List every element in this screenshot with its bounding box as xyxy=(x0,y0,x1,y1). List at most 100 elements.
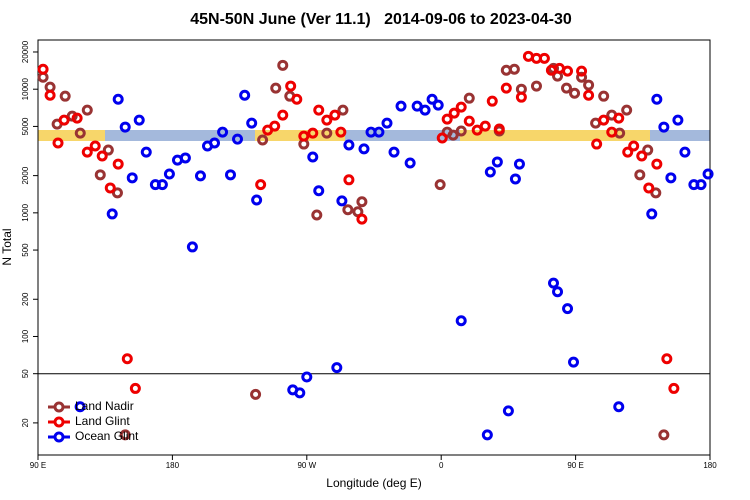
y-axis-label: N Total xyxy=(0,228,14,265)
band-segment xyxy=(105,130,255,141)
point xyxy=(562,303,574,315)
point xyxy=(646,208,658,220)
legend-marker xyxy=(53,431,65,443)
point xyxy=(547,277,559,289)
point xyxy=(291,93,303,105)
point xyxy=(613,112,625,124)
point xyxy=(277,59,289,71)
legend-marker xyxy=(53,401,65,413)
point xyxy=(163,168,175,180)
point xyxy=(569,87,581,99)
point xyxy=(194,170,206,182)
point xyxy=(74,401,86,413)
point xyxy=(621,104,633,116)
point xyxy=(502,405,514,417)
point xyxy=(94,169,106,181)
point xyxy=(455,315,467,327)
point xyxy=(576,71,588,83)
point xyxy=(598,90,610,102)
legend-label: Ocean Glint xyxy=(75,429,139,443)
point xyxy=(651,158,663,170)
point xyxy=(331,362,343,374)
series xyxy=(37,59,670,441)
chart-title: 45N-50N June (Ver 11.1) 2014-09-06 to 20… xyxy=(190,11,572,28)
point xyxy=(479,120,491,132)
y-tick-label: 1000 xyxy=(21,203,30,221)
point xyxy=(71,112,83,124)
point xyxy=(81,146,93,158)
point xyxy=(329,109,341,121)
y-tick-label: 5000 xyxy=(21,117,30,135)
point xyxy=(381,117,393,129)
point xyxy=(651,93,663,105)
legend-label: Land Glint xyxy=(75,414,130,428)
y-tick-label: 100 xyxy=(21,329,30,343)
point xyxy=(119,429,131,441)
point xyxy=(298,130,310,142)
point xyxy=(106,208,118,220)
point xyxy=(44,89,56,101)
band-segment xyxy=(38,130,105,141)
y-tick-label: 10000 xyxy=(21,78,30,101)
point xyxy=(463,115,475,127)
point xyxy=(455,125,467,137)
point xyxy=(509,173,521,185)
point xyxy=(112,158,124,170)
point xyxy=(140,146,152,158)
point xyxy=(217,126,229,138)
y-tick-label: 50 xyxy=(21,369,30,378)
point xyxy=(74,127,86,139)
point xyxy=(285,80,297,92)
point xyxy=(313,185,325,197)
point xyxy=(321,127,333,139)
point xyxy=(679,146,691,158)
point xyxy=(650,187,662,199)
y-tick-label: 500 xyxy=(21,243,30,257)
point xyxy=(432,99,444,111)
point xyxy=(395,100,407,112)
point xyxy=(668,382,680,394)
point xyxy=(447,129,459,141)
point xyxy=(661,353,673,365)
x-tick-label: 0 xyxy=(439,461,444,470)
point xyxy=(702,168,714,180)
point xyxy=(486,95,498,107)
point xyxy=(269,120,281,132)
point xyxy=(636,150,648,162)
point xyxy=(513,158,525,170)
point xyxy=(121,353,133,365)
point xyxy=(562,65,574,77)
point xyxy=(530,80,542,92)
point xyxy=(491,156,503,168)
point xyxy=(251,194,263,206)
point xyxy=(441,113,453,125)
point xyxy=(576,65,588,77)
x-axis-label: Longitude (deg E) xyxy=(326,476,421,490)
point xyxy=(436,132,448,144)
point xyxy=(591,138,603,150)
point xyxy=(583,89,595,101)
plot-frame xyxy=(37,39,711,456)
point xyxy=(102,144,114,156)
point xyxy=(426,93,438,105)
point xyxy=(463,92,475,104)
point xyxy=(255,179,267,191)
point xyxy=(179,152,191,164)
point xyxy=(59,90,71,102)
x-tick-label: 90 W xyxy=(297,461,316,470)
point xyxy=(583,79,595,91)
point xyxy=(342,204,354,216)
y-tick-label: 20000 xyxy=(21,40,30,63)
y-tick-label: 20 xyxy=(21,418,30,427)
point xyxy=(133,114,145,126)
point xyxy=(343,174,355,186)
y-tick-label: 2000 xyxy=(21,166,30,184)
point xyxy=(270,82,282,94)
point xyxy=(643,182,655,194)
point xyxy=(343,139,355,151)
point xyxy=(434,179,446,191)
point xyxy=(301,371,313,383)
point xyxy=(665,172,677,184)
